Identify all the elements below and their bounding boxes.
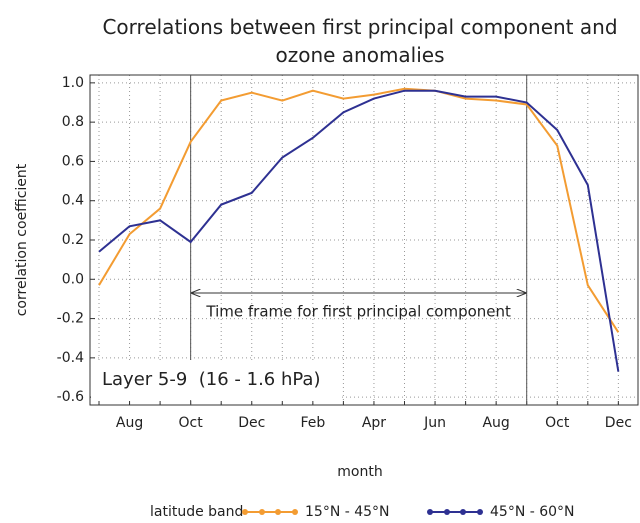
x-tick-label: Aug (482, 415, 509, 431)
x-tick-label: Oct (545, 415, 570, 431)
legend-title: latitude band (150, 504, 243, 520)
legend-marker (427, 509, 433, 515)
x-tick-label: Jun (423, 415, 446, 431)
x-tick-label: Dec (605, 415, 632, 431)
y-tick-label: 0.8 (62, 114, 84, 130)
y-tick-label: 1.0 (62, 75, 84, 91)
plot-frame (89, 74, 639, 406)
y-tick-label: -0.2 (57, 311, 84, 327)
y-tick-label: 0.4 (62, 193, 84, 209)
y-axis-label: correlation coefficient (14, 163, 30, 316)
series-line (98, 89, 620, 372)
chart-title: Correlations between first principal com… (102, 15, 617, 67)
x-tick-label: Feb (300, 415, 325, 431)
annotation: Time frame for first principal component (205, 303, 511, 321)
legend-marker (292, 509, 298, 515)
y-tick-label: 0.0 (62, 271, 84, 287)
y-tick-label: 0.6 (62, 153, 84, 169)
legend-marker (477, 509, 483, 515)
annotation: Layer 5-9 (16 - 1.6 hPa) (102, 369, 320, 390)
legend-label: 15°N - 45°N (305, 504, 390, 520)
legend-marker (444, 509, 450, 515)
legend-marker (259, 509, 265, 515)
legend-marker (460, 509, 466, 515)
annotation-box (91, 360, 341, 400)
x-tick-label: Dec (238, 415, 265, 431)
x-tick-label: Oct (179, 415, 204, 431)
x-tick-label: Aug (116, 415, 143, 431)
legend-marker (242, 509, 248, 515)
series-line (98, 87, 620, 333)
y-tick-label: 0.2 (62, 232, 84, 248)
legend-marker (275, 509, 281, 515)
x-axis-label: month (337, 464, 382, 480)
y-tick-label: -0.4 (57, 350, 84, 366)
x-tick-label: Apr (362, 415, 386, 431)
y-tick-label: -0.6 (57, 389, 84, 405)
legend-label: 45°N - 60°N (490, 504, 575, 520)
